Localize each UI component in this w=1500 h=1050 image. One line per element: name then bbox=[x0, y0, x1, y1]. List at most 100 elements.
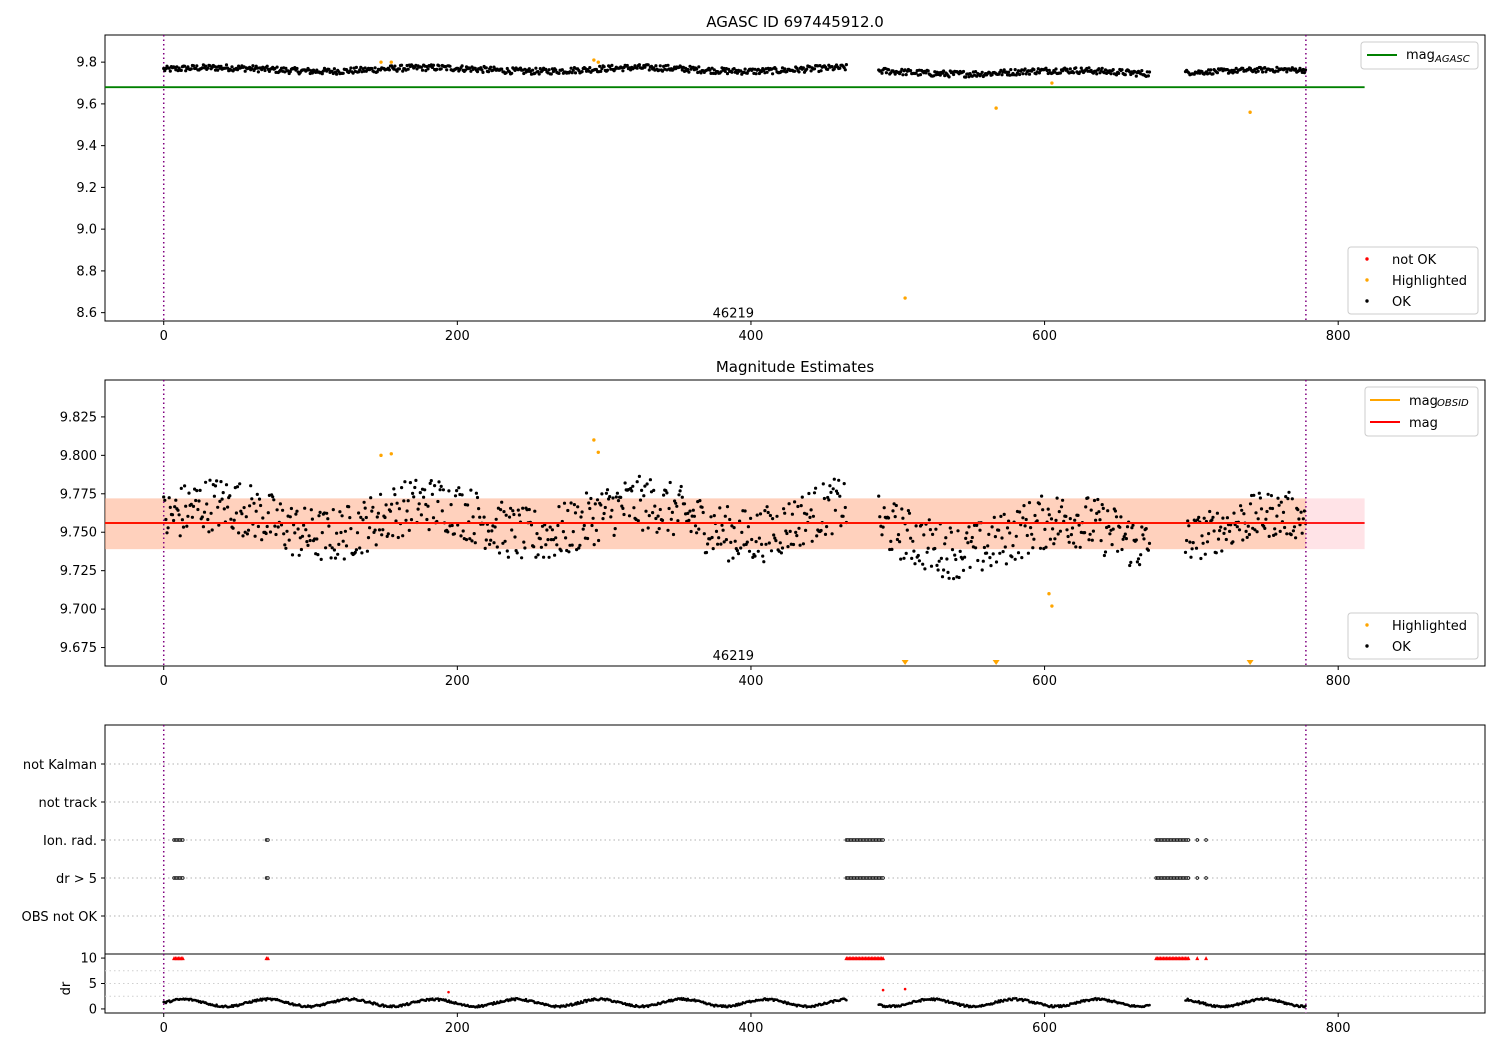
mag-ok-point bbox=[709, 515, 713, 519]
mag-ok-point bbox=[589, 496, 593, 501]
mag-ok-point bbox=[1207, 532, 1211, 536]
mag-ok-point bbox=[976, 558, 980, 563]
agasc-ok-point bbox=[1018, 72, 1022, 77]
mag-ok-point bbox=[994, 560, 999, 564]
agasc-ok-point bbox=[1079, 66, 1083, 70]
agasc-ok-point bbox=[899, 70, 903, 74]
mag-ok-point bbox=[1140, 525, 1144, 529]
mag-ok-point bbox=[564, 536, 568, 540]
mag-ok-point bbox=[907, 511, 912, 515]
mag-obsid-annotation: 46219 bbox=[713, 649, 754, 664]
dr-point bbox=[564, 1005, 567, 1008]
mag-ok-point bbox=[669, 517, 673, 521]
mag-ok-point bbox=[793, 500, 797, 504]
mag-ok-point bbox=[1067, 540, 1071, 544]
mag-ok-point bbox=[880, 533, 884, 537]
mag-ok-point bbox=[957, 575, 961, 580]
mag-ok-point bbox=[812, 491, 817, 495]
agasc-ok-point bbox=[809, 69, 813, 73]
dr-point bbox=[831, 1001, 835, 1004]
mag-ok-point bbox=[1084, 505, 1088, 509]
mag-ok-point bbox=[439, 484, 443, 488]
dr-point bbox=[1240, 1002, 1243, 1006]
mag-ok-point bbox=[162, 495, 166, 499]
mag-ok-point bbox=[607, 497, 611, 501]
mag-ok-point bbox=[701, 510, 705, 515]
agasc-legend-marker bbox=[1365, 257, 1369, 261]
agasc-ok-point bbox=[774, 67, 778, 71]
agasc-xtick-label: 800 bbox=[1326, 329, 1351, 344]
mag-ok-point bbox=[745, 540, 749, 544]
mag-ok-point bbox=[754, 540, 758, 544]
mag-legend-sub: OBSID bbox=[1437, 398, 1469, 409]
agasc-ok-point bbox=[709, 71, 713, 75]
dr-clipped-marker bbox=[265, 956, 270, 961]
mag-ok-point bbox=[828, 484, 832, 488]
mag-ok-point bbox=[967, 525, 971, 529]
mag-ok-point bbox=[501, 541, 505, 545]
mag-ok-point bbox=[303, 506, 307, 510]
agasc-ok-point bbox=[1037, 71, 1041, 75]
dr-red-point bbox=[903, 987, 907, 991]
mag-ok-point bbox=[1001, 550, 1005, 554]
agasc-ok-point bbox=[999, 68, 1003, 72]
mag-ok-point bbox=[627, 514, 632, 518]
mag-ok-point bbox=[355, 531, 360, 535]
mag-ok-point bbox=[1054, 518, 1058, 523]
mag-ok-point bbox=[597, 538, 601, 543]
mag-ok-point bbox=[302, 523, 306, 527]
agasc-ok-point bbox=[621, 69, 625, 73]
mag-ok-point bbox=[1196, 518, 1200, 522]
mag-ok-point bbox=[1008, 531, 1012, 535]
mag-ok-point bbox=[1095, 511, 1099, 515]
mag-ok-point bbox=[1292, 525, 1297, 529]
dr-point bbox=[1197, 999, 1200, 1003]
agasc-legend-top bbox=[1360, 41, 1479, 70]
mag-ok-point bbox=[224, 483, 229, 487]
mag-ok-point bbox=[1020, 556, 1024, 560]
agasc-ok-point bbox=[219, 64, 223, 68]
mag-ok-point bbox=[753, 554, 757, 558]
mag-ok-point bbox=[209, 511, 213, 515]
mag-ok-point bbox=[1259, 507, 1264, 511]
agasc-ok-point bbox=[793, 69, 797, 73]
mag-ok-point bbox=[411, 491, 415, 495]
mag-ok-point bbox=[164, 517, 168, 522]
mag-ok-point bbox=[945, 557, 949, 561]
mag-ok-point bbox=[394, 519, 398, 523]
mag-ok-point bbox=[570, 543, 574, 547]
mag-ok-point bbox=[254, 509, 258, 513]
mag-ok-point bbox=[239, 509, 243, 513]
mag-ok-point bbox=[814, 486, 818, 490]
mag-ok-point bbox=[163, 498, 167, 502]
mag-ok-point bbox=[778, 541, 782, 545]
mag-ok-point bbox=[1300, 531, 1304, 535]
mag-ok-point bbox=[1072, 541, 1076, 545]
mag-ok-point bbox=[644, 509, 648, 513]
mag-ok-point bbox=[1211, 515, 1215, 519]
mag-offscale-marker bbox=[901, 660, 909, 665]
mag-ok-point bbox=[831, 487, 835, 491]
agasc-ok-point bbox=[980, 70, 984, 74]
agasc-ok-point bbox=[1097, 67, 1101, 71]
mag-ok-point bbox=[909, 536, 913, 540]
mag-ok-point bbox=[255, 492, 259, 496]
mag-ok-point bbox=[571, 530, 575, 534]
agasc-ok-point bbox=[510, 71, 514, 75]
mag-ok-point bbox=[499, 508, 503, 512]
agasc-ok-point bbox=[1032, 68, 1036, 72]
agasc-ok-point bbox=[765, 70, 769, 74]
mag-ok-point bbox=[379, 492, 383, 496]
mag-ok-point bbox=[990, 525, 994, 529]
mag-ok-point bbox=[1215, 511, 1219, 515]
flag-point bbox=[1186, 838, 1191, 842]
mag-ok-point bbox=[179, 486, 183, 490]
mag-ok-point bbox=[390, 502, 394, 506]
mag-ok-point bbox=[937, 559, 941, 563]
mag-ok-point bbox=[1010, 555, 1014, 559]
mag-ok-point bbox=[1014, 534, 1018, 538]
mag-ok-point bbox=[275, 508, 279, 512]
agasc-ok-point bbox=[1120, 68, 1124, 72]
mag-legend-bottom bbox=[1347, 612, 1479, 660]
mag-ok-point bbox=[926, 546, 930, 550]
